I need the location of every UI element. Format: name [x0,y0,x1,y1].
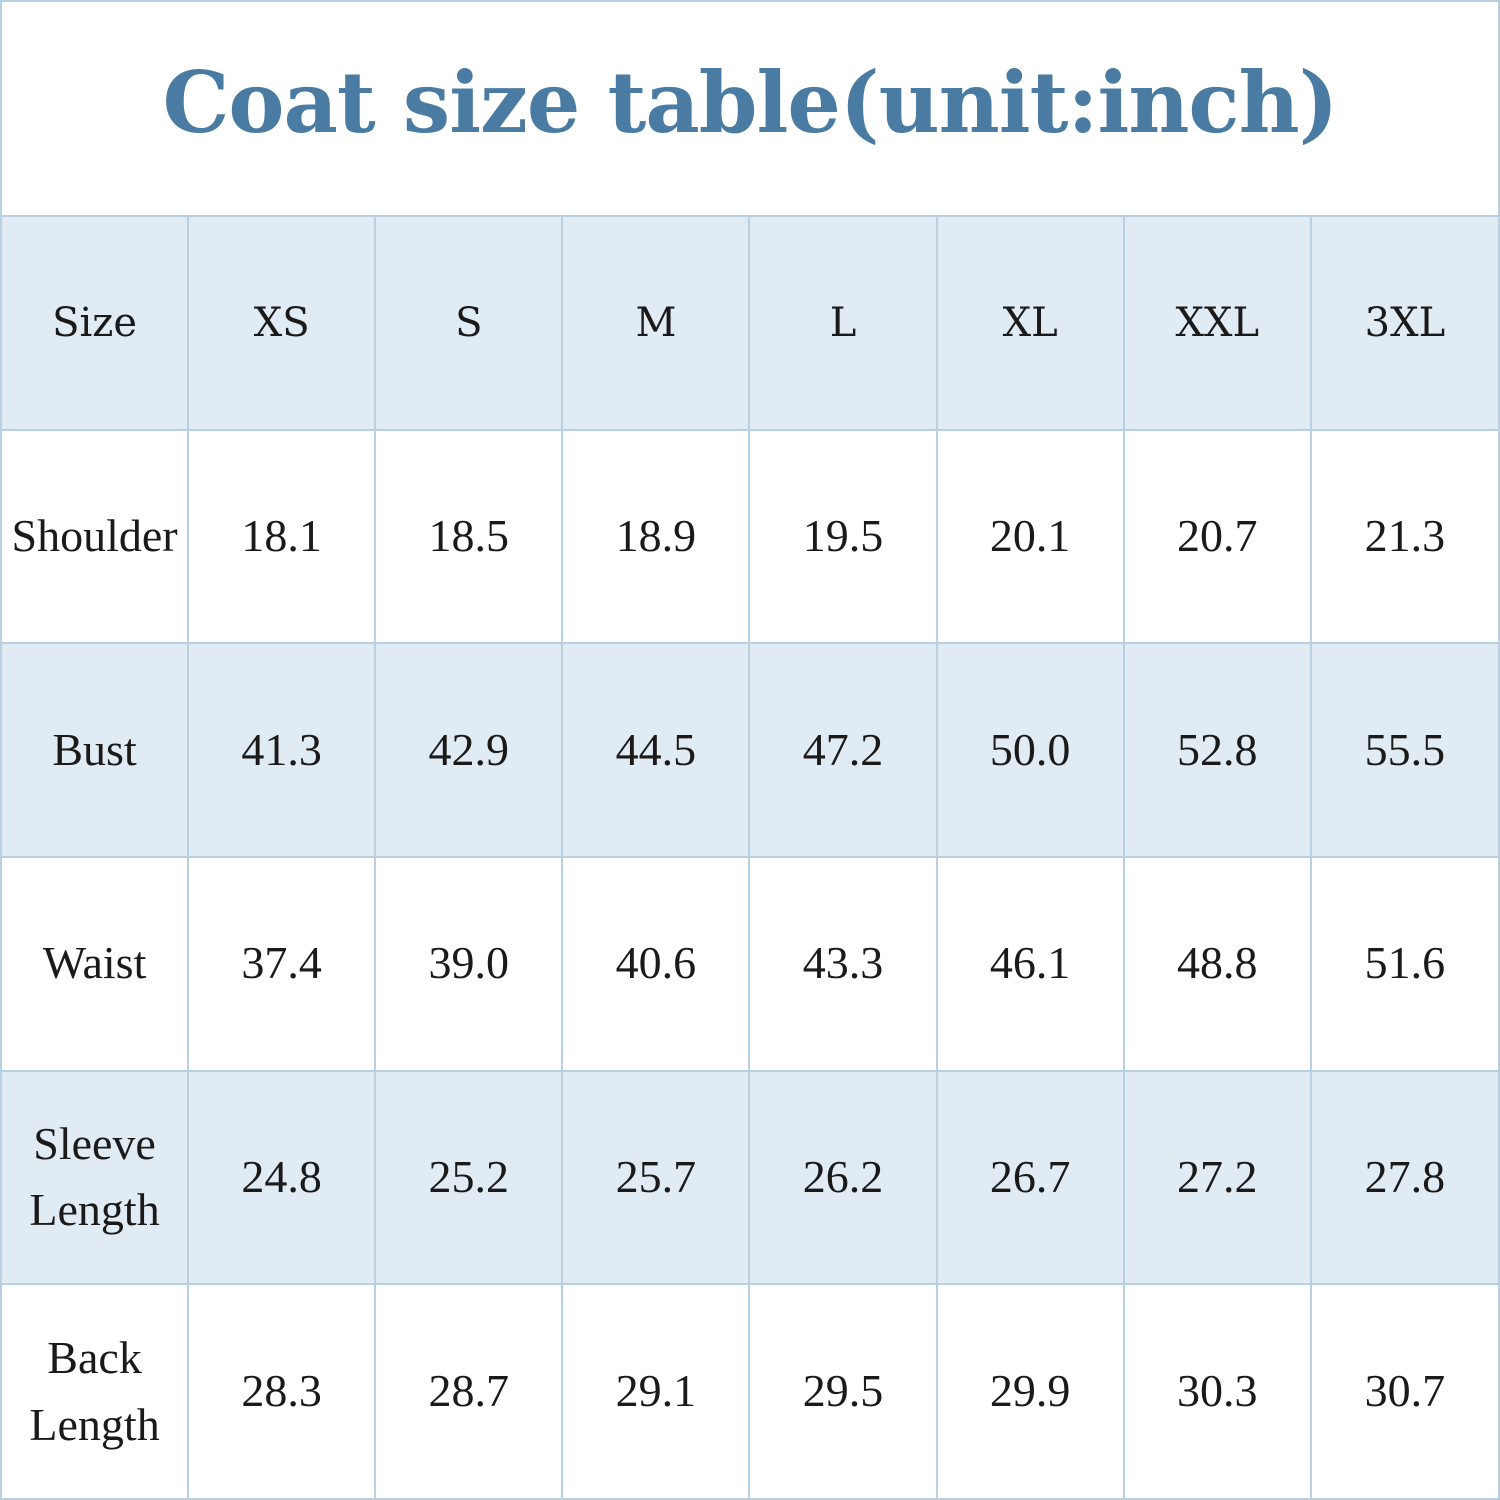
table-cell: 26.2 [748,1069,938,1286]
table-cell: 20.1 [935,428,1125,645]
header-cell-xxl: XXL [1122,215,1312,431]
table-row-sleeve-length: Sleeve Length 24.8 25.2 25.7 26.2 26.7 2… [2,1069,1498,1286]
table-cell: 28.3 [187,1283,377,1498]
table-cell: 18.1 [187,428,377,645]
table-cell: 18.5 [374,428,564,645]
header-cell-xs: XS [187,215,377,431]
table-cell: 41.3 [187,642,377,858]
table-cell: 51.6 [1309,855,1498,1072]
table-cell: 42.9 [374,642,564,858]
table-cell: 29.5 [748,1283,938,1498]
table-cell: 25.7 [561,1069,751,1286]
table-row-back-length: Back Length 28.3 28.7 29.1 29.5 29.9 30.… [2,1283,1498,1498]
table-cell: 21.3 [1309,428,1498,645]
table-cell: 39.0 [374,855,564,1072]
table-cell: 29.1 [561,1283,751,1498]
table-cell: 44.5 [561,642,751,858]
table-row-bust: Bust 41.3 42.9 44.5 47.2 50.0 52.8 55.5 [2,642,1498,858]
table-cell: 26.7 [935,1069,1125,1286]
table-cell: 47.2 [748,642,938,858]
title-area: Coat size table(unit:inch) [2,2,1498,215]
table-cell: 37.4 [187,855,377,1072]
row-label-back-length: Back Length [2,1283,190,1498]
page-title: Coat size table(unit:inch) [162,53,1339,152]
table-cell: 48.8 [1122,855,1312,1072]
row-label-waist: Waist [2,855,190,1072]
table-row-waist: Waist 37.4 39.0 40.6 43.3 46.1 48.8 51.6 [2,855,1498,1072]
table-cell: 27.2 [1122,1069,1312,1286]
row-label-sleeve-length: Sleeve Length [2,1069,190,1286]
table-cell: 46.1 [935,855,1125,1072]
header-row: Size XS S M L XL XXL 3XL [2,215,1498,431]
header-cell-m: M [561,215,751,431]
row-label-shoulder: Shoulder [2,428,190,645]
table-cell: 30.3 [1122,1283,1312,1498]
size-table: Size XS S M L XL XXL 3XL Shoulder 18.1 1… [2,215,1498,1498]
header-cell-l: L [748,215,938,431]
row-label-bust: Bust [2,642,190,858]
header-cell-s: S [374,215,564,431]
table-cell: 20.7 [1122,428,1312,645]
table-cell: 18.9 [561,428,751,645]
table-cell: 43.3 [748,855,938,1072]
row-label-line: Back [47,1331,142,1383]
header-cell-size: Size [2,215,190,431]
row-label-line: Length [29,1398,160,1450]
table-cell: 28.7 [374,1283,564,1498]
table-row-shoulder: Shoulder 18.1 18.5 18.9 19.5 20.1 20.7 2… [2,428,1498,645]
table-cell: 19.5 [748,428,938,645]
header-cell-xl: XL [935,215,1125,431]
row-label-line: Length [29,1184,160,1236]
table-cell: 55.5 [1309,642,1498,858]
table-cell: 52.8 [1122,642,1312,858]
table-cell: 40.6 [561,855,751,1072]
table-cell: 50.0 [935,642,1125,858]
table-cell: 25.2 [374,1069,564,1286]
header-cell-3xl: 3XL [1309,215,1498,431]
table-cell: 24.8 [187,1069,377,1286]
row-label-line: Sleeve [33,1117,156,1169]
table-cell: 30.7 [1309,1283,1498,1498]
table-cell: 29.9 [935,1283,1125,1498]
table-cell: 27.8 [1309,1069,1498,1286]
